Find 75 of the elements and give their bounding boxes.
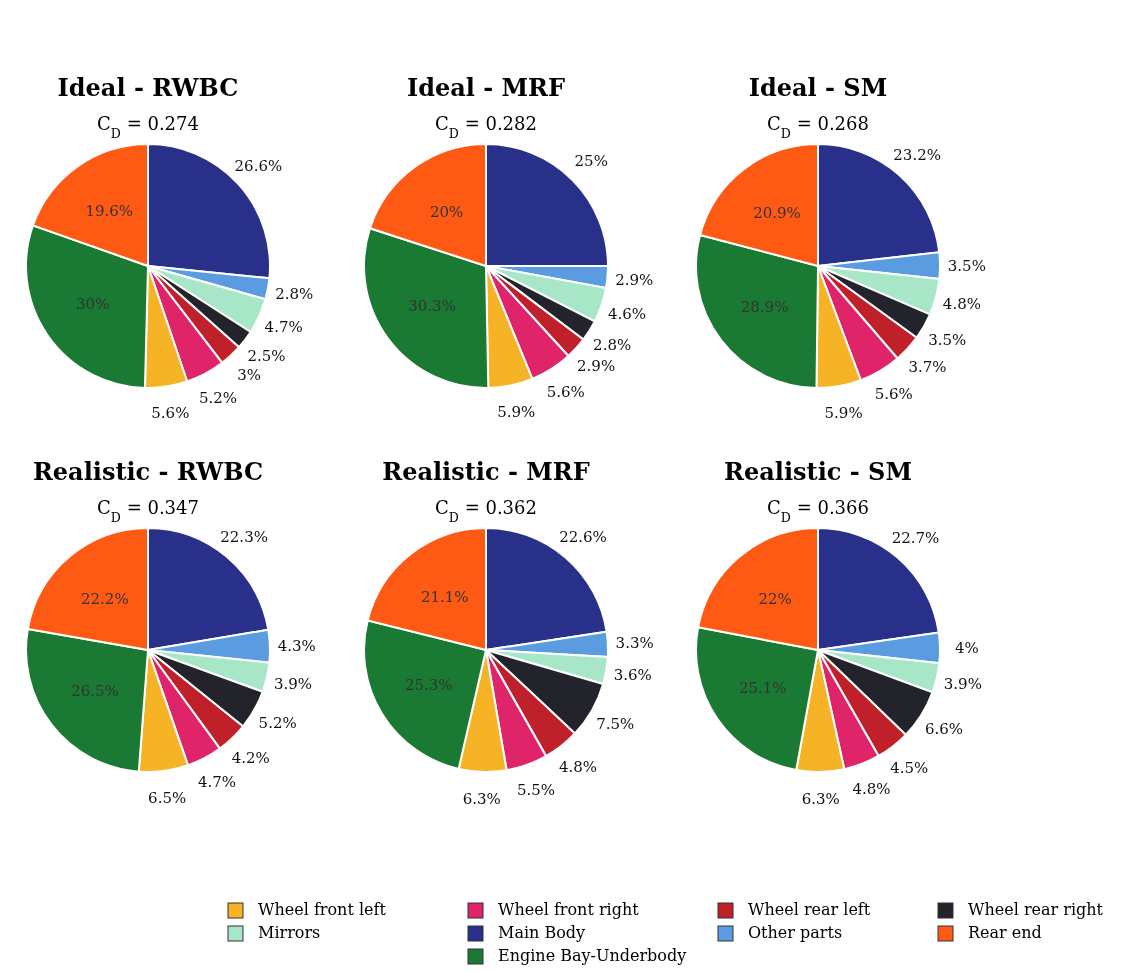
data-label: 4.8% (852, 780, 891, 799)
data-label: 2.9% (615, 270, 654, 289)
legend-label: Rear end (968, 923, 1042, 942)
chart-title: Ideal - SM (748, 73, 888, 102)
data-label: 28.9% (740, 297, 789, 316)
data-label: 30% (76, 295, 110, 314)
data-label: 4.8% (942, 295, 981, 314)
chart-title: Realistic - RWBC (32, 457, 264, 486)
data-label: 3.5% (928, 330, 967, 349)
data-label: 4.5% (890, 758, 929, 777)
data-label: 5.9% (497, 403, 536, 421)
data-label: 30.3% (408, 297, 456, 316)
data-label: 25.1% (738, 679, 787, 698)
data-label: 22.2% (81, 589, 129, 608)
chart-subtitle: C$_{D}$ = 0.282 (435, 113, 537, 141)
data-label: 6.5% (148, 788, 187, 807)
legend-label: Wheel rear right (968, 900, 1104, 919)
chart-title: Ideal - MRF (406, 73, 566, 102)
chart-subtitle: C$_{D}$ = 0.268 (767, 113, 869, 141)
data-label: 22.3% (220, 527, 268, 546)
data-label: 20.9% (753, 204, 801, 223)
data-label: 22.6% (559, 528, 607, 547)
data-label: 3.6% (613, 666, 652, 685)
data-label: 3.9% (273, 674, 313, 693)
data-label: 5.2% (199, 388, 238, 407)
data-label: 5.6% (151, 404, 190, 423)
data-label: 26.6% (234, 157, 283, 176)
data-label: 20% (429, 202, 464, 221)
data-label: 4% (954, 638, 979, 657)
data-label: 5.6% (546, 382, 585, 401)
data-label: 6.3% (801, 790, 840, 809)
data-label: 3.3% (615, 634, 654, 653)
data-label: 25.3% (404, 676, 453, 695)
data-label: 2.8% (275, 285, 314, 304)
data-label: 6.6% (924, 720, 964, 739)
data-label: 5.5% (516, 781, 556, 800)
legend-label: Engine Bay-Underbody (498, 946, 687, 965)
data-label: 21.1% (420, 588, 469, 607)
data-label: 7.5% (596, 714, 635, 733)
chart-title: Ideal - RWBC (57, 73, 239, 102)
legend-label: Wheel front right (498, 900, 640, 919)
data-label: 2.8% (593, 336, 632, 355)
chart-subtitle: C$_{D}$ = 0.362 (435, 497, 537, 525)
data-label: 5.2% (258, 714, 297, 733)
data-label: 3.7% (908, 358, 947, 377)
data-label: 6.3% (462, 790, 501, 809)
chart-subtitle: C$_{D}$ = 0.366 (767, 497, 869, 525)
data-label: 4.3% (277, 636, 316, 655)
chart-subtitle: C$_{D}$ = 0.347 (97, 497, 199, 525)
data-label: 2.5% (247, 347, 286, 366)
data-label: 3.5% (947, 256, 986, 275)
data-label: 22.7% (891, 528, 940, 547)
data-label: 3.9% (943, 675, 982, 694)
data-label: 26.5% (71, 682, 119, 701)
data-label: 23.2% (893, 146, 941, 165)
legend-label: Wheel front left (258, 900, 387, 919)
legend-label: Wheel rear left (748, 900, 871, 919)
data-label: 25% (574, 152, 608, 170)
data-label: 4.8% (558, 758, 598, 777)
data-label: 4.6% (607, 305, 647, 324)
data-label: 3% (237, 366, 262, 385)
data-label: 4.7% (264, 318, 303, 337)
data-label: 22% (758, 589, 792, 608)
chart-title: Realistic - SM (724, 457, 912, 486)
legend-label: Mirrors (258, 923, 321, 942)
legend-label: Main Body (498, 923, 586, 942)
data-label: 4.2% (231, 748, 270, 767)
data-label: 4.7% (197, 773, 236, 792)
chart-title: Realistic - MRF (382, 457, 590, 486)
data-label: 5.6% (874, 385, 913, 404)
data-label: 5.9% (824, 403, 863, 422)
data-label: 2.9% (577, 357, 616, 376)
chart-subtitle: C$_{D}$ = 0.274 (97, 113, 199, 141)
data-label: 19.6% (85, 202, 134, 221)
legend-label: Other parts (748, 923, 843, 942)
